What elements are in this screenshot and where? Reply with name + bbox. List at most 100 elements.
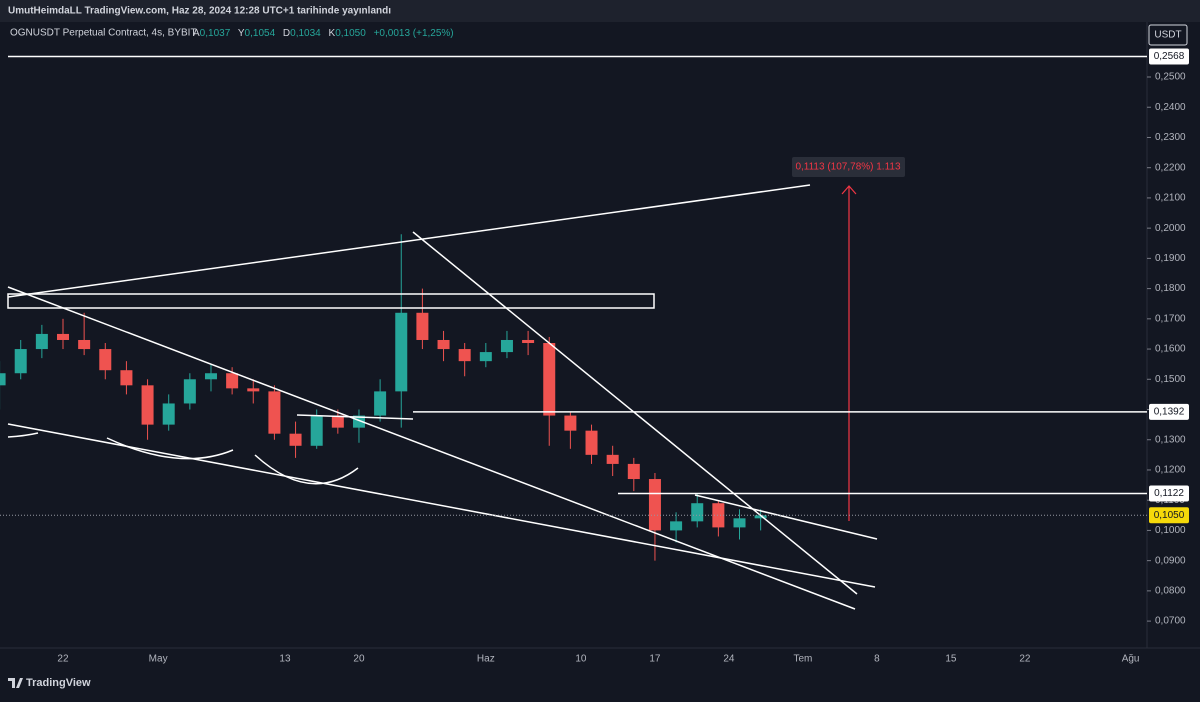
body xyxy=(437,339,450,350)
body xyxy=(754,515,767,519)
y-tick-label: 0,1800 xyxy=(1155,283,1186,294)
body xyxy=(247,388,260,392)
x-tick-label: 15 xyxy=(945,654,957,665)
y-tick-label: 0,0900 xyxy=(1155,555,1186,566)
top-bar xyxy=(0,0,1200,22)
y-tick-label: 0,2500 xyxy=(1155,72,1186,83)
x-tick-label: 10 xyxy=(575,654,587,665)
symbol: OGNUSDT Perpetual Contract, 4s, BYBIT xyxy=(10,28,197,39)
last-price-label: 0,1050 xyxy=(1154,510,1185,521)
currency-box[interactable] xyxy=(1148,24,1188,46)
l-key: D xyxy=(283,28,290,39)
body xyxy=(585,430,598,455)
body xyxy=(268,391,281,434)
drawings xyxy=(7,184,878,610)
ohlc-legend: A0,1037 Y0,1054 D0,1034 K0,1050 +0,0013 … xyxy=(193,28,454,39)
l: 0,1034 xyxy=(290,28,321,39)
footer: TradingView xyxy=(26,677,91,689)
y-tick-label: 0,1500 xyxy=(1155,374,1186,385)
x-tick-label: 22 xyxy=(57,654,69,665)
arc xyxy=(106,437,234,460)
measure-label: 0,1113 (107,78%) 1.113 xyxy=(795,162,901,173)
y-tick-label: 0,2400 xyxy=(1155,102,1186,113)
x-tick-label: 22 xyxy=(1019,654,1031,665)
body xyxy=(395,312,408,392)
y-tick-label: 0,0800 xyxy=(1155,586,1186,597)
arc xyxy=(7,432,39,438)
trendline xyxy=(7,423,876,588)
y-tick-label: 0,1600 xyxy=(1155,344,1186,355)
body xyxy=(479,352,492,362)
body xyxy=(120,370,133,386)
body xyxy=(35,333,48,350)
body xyxy=(564,415,577,431)
trendline xyxy=(7,184,811,298)
h: 0,1054 xyxy=(245,28,276,39)
body xyxy=(56,333,69,340)
y-tick-label: 0,2000 xyxy=(1155,223,1186,234)
body xyxy=(289,433,302,446)
body xyxy=(99,349,112,371)
body xyxy=(606,454,619,464)
body xyxy=(543,343,556,416)
x-tick-label: 24 xyxy=(723,654,735,665)
o-key: A xyxy=(193,28,200,39)
zone xyxy=(7,293,655,309)
body xyxy=(648,479,661,531)
body xyxy=(627,463,640,480)
body xyxy=(141,385,154,425)
y-tick-label: 0,0700 xyxy=(1155,616,1186,627)
y-tick-label: 0,2100 xyxy=(1155,193,1186,204)
c-key: K xyxy=(329,28,336,39)
currency: USDT xyxy=(1154,30,1181,41)
hline xyxy=(296,414,414,420)
body xyxy=(670,521,683,531)
o: 0,1037 xyxy=(200,28,231,39)
x-tick-label: 20 xyxy=(353,654,365,665)
body xyxy=(183,379,196,404)
level-box xyxy=(1149,48,1189,65)
level-box xyxy=(1149,403,1189,420)
y-tick-label: 0,1000 xyxy=(1155,525,1186,536)
candles xyxy=(0,234,767,561)
level-box xyxy=(1149,485,1189,502)
y-tick-label: 0,1700 xyxy=(1155,313,1186,324)
y-tick-label: 0,2300 xyxy=(1155,132,1186,143)
arc xyxy=(254,454,359,485)
body xyxy=(310,415,323,446)
y-tick-label: 0,2200 xyxy=(1155,162,1186,173)
body xyxy=(733,518,746,528)
x-tick-label: Ağu xyxy=(1122,654,1140,665)
y-tick-label: 0,1200 xyxy=(1155,465,1186,476)
h-key: Y xyxy=(238,28,245,39)
trendline xyxy=(412,231,858,595)
y-tick-label: 0,1900 xyxy=(1155,253,1186,264)
x-tick-label: 8 xyxy=(874,654,880,665)
level-label: 0,2568 xyxy=(1154,51,1185,62)
last-price-box xyxy=(1149,507,1189,524)
x-tick-label: 13 xyxy=(279,654,291,665)
body xyxy=(14,349,27,374)
body xyxy=(500,339,513,353)
body xyxy=(458,349,471,362)
c: 0,1050 xyxy=(335,28,366,39)
body xyxy=(204,373,217,380)
body xyxy=(78,339,91,350)
body xyxy=(374,391,387,416)
logo xyxy=(8,678,23,688)
body xyxy=(331,415,344,428)
arrow-head xyxy=(841,185,857,195)
body xyxy=(712,503,725,528)
trendline xyxy=(694,494,878,540)
x-tick-label: Tem xyxy=(793,654,812,665)
body xyxy=(691,503,704,522)
body xyxy=(226,373,239,389)
y-tick-label: 0,1300 xyxy=(1155,434,1186,445)
body xyxy=(162,403,175,425)
x-tick-label: May xyxy=(149,654,168,665)
x-tick-label: Haz xyxy=(477,654,495,665)
measure-box xyxy=(792,157,905,177)
